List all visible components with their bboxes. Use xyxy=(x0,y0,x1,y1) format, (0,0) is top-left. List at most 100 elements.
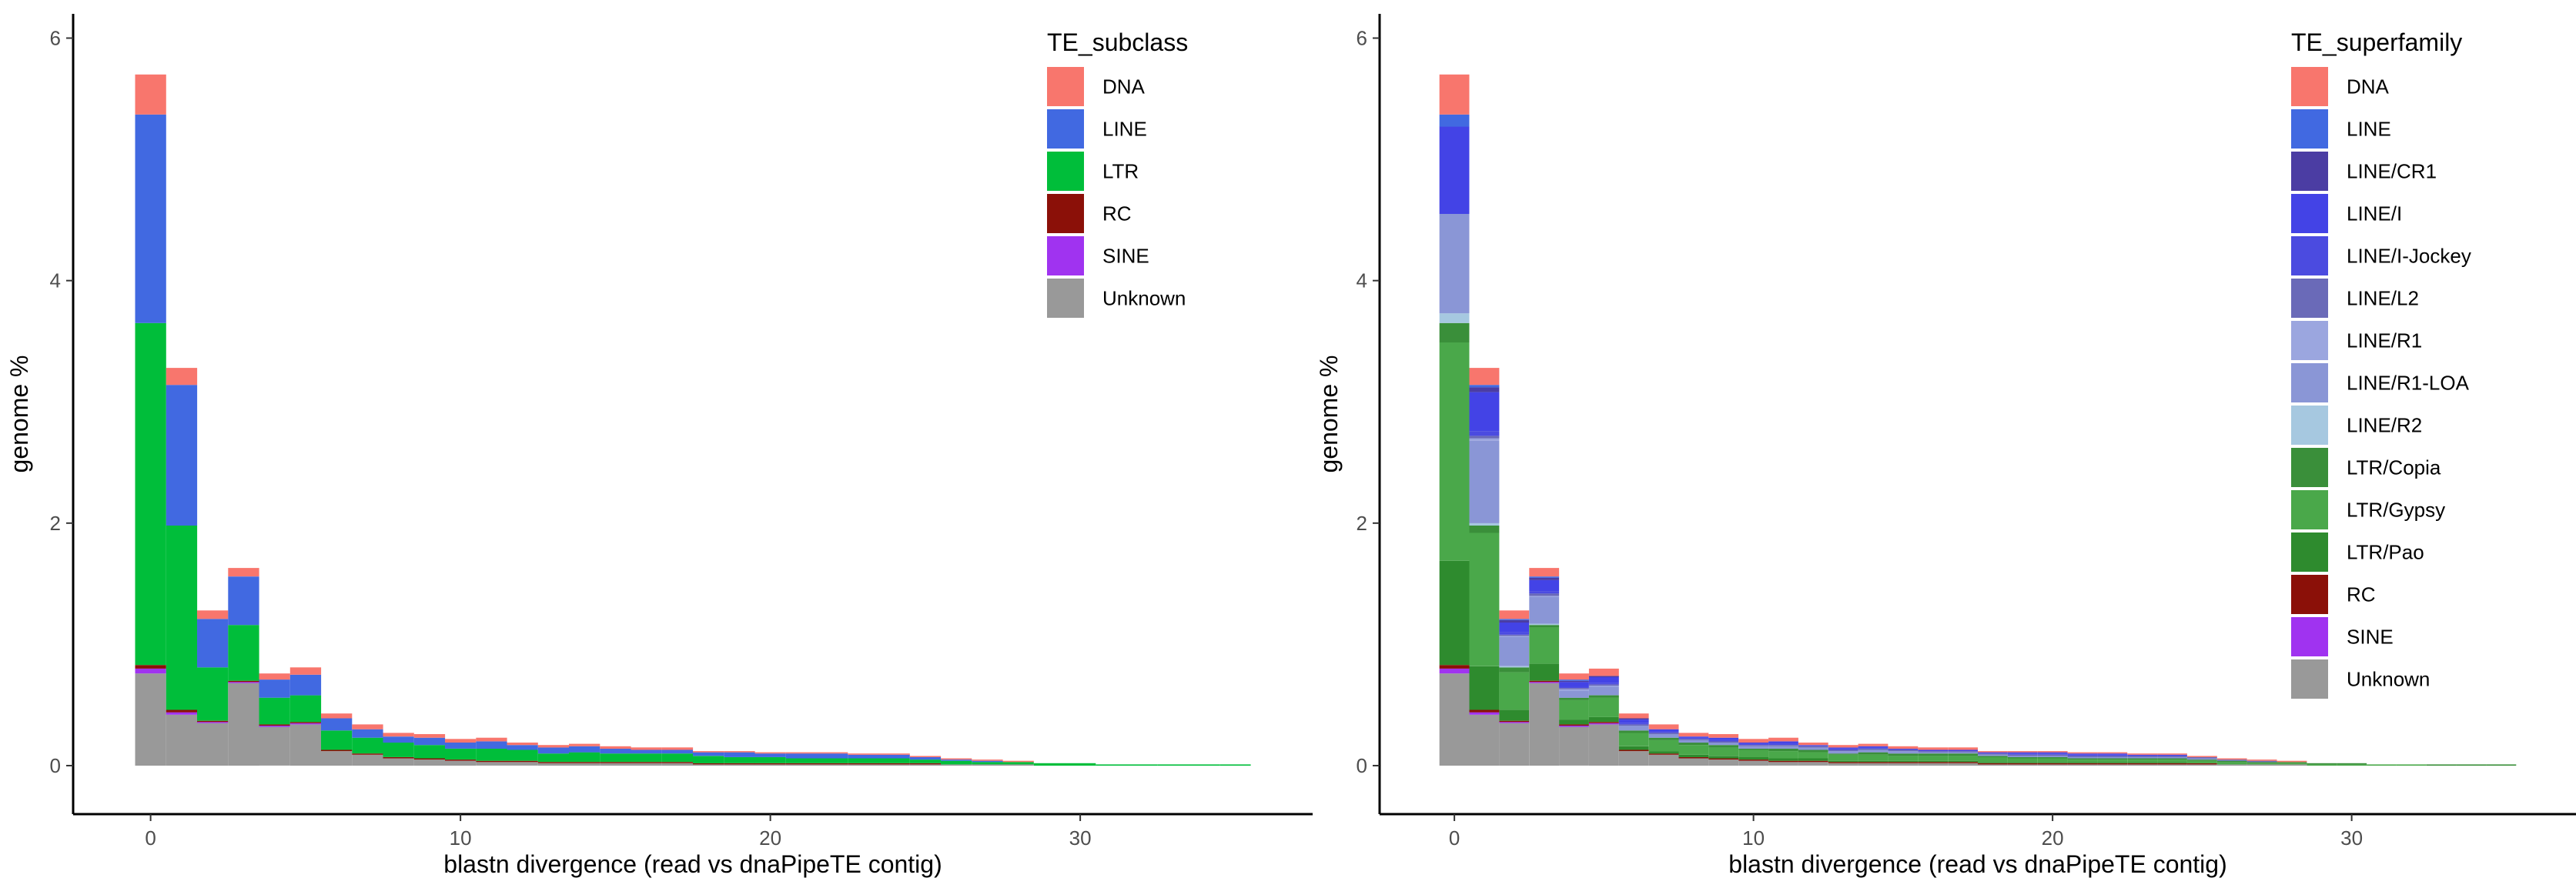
bar-line-bin-19 xyxy=(724,752,755,757)
bar-line-i-bin-19 xyxy=(2007,752,2038,754)
bar-rc-bin-11 xyxy=(476,760,507,763)
legend-key xyxy=(2291,575,2328,614)
bar-ltr-pao-bin-11 xyxy=(1768,758,1798,761)
legend-label: LINE/R2 xyxy=(2347,414,2422,437)
bar-ltr-bin-17 xyxy=(661,753,694,763)
bar-line-l2-bin-2 xyxy=(1499,634,1530,636)
x-tick-label: 30 xyxy=(1069,826,1092,850)
bar-ltr-pao-bin-19 xyxy=(2007,762,2038,763)
bar-line-cr1-bin-2 xyxy=(1499,619,1530,623)
legend-key xyxy=(2291,363,2328,402)
bar-dna-bin-11 xyxy=(476,737,507,742)
bar-line-bin-26 xyxy=(941,759,972,761)
bar-ltr-gypsy-bin-12 xyxy=(1798,752,1828,759)
bar-line-l2-bin-27 xyxy=(2246,760,2277,763)
bar-unknown-bin-20 xyxy=(2037,764,2068,766)
bar-unknown-bin-22 xyxy=(817,764,848,766)
bar-rc-bin-11 xyxy=(1768,760,1798,763)
bar-ltr-copia-bin-20 xyxy=(2037,756,2068,759)
bar-line-l2-bin-9 xyxy=(1708,741,1739,743)
legend-label: LTR/Gypsy xyxy=(2347,499,2445,522)
bar-dna-bin-12 xyxy=(507,743,538,746)
bar-ltr-bin-7 xyxy=(352,737,383,754)
bar-ltr-gypsy-bin-10 xyxy=(1738,749,1769,757)
bar-ltr-copia-bin-9 xyxy=(1708,745,1739,748)
x-tick-label: 20 xyxy=(2042,826,2064,850)
bar-rc-bin-23 xyxy=(848,763,879,765)
bar-ltr-copia-bin-3 xyxy=(1529,625,1560,628)
bar-unknown-bin-13 xyxy=(537,763,570,766)
bar-line-cr1-bin-6 xyxy=(1618,718,1649,720)
bar-line-i-bin-6 xyxy=(1618,719,1649,723)
bar-line-l2-bin-24 xyxy=(2157,756,2187,757)
legend-key xyxy=(2291,67,2328,106)
legend-key xyxy=(2291,617,2328,656)
bar-line-r1-loa-bin-23 xyxy=(2127,756,2158,759)
bar-unknown-bin-26 xyxy=(2216,764,2247,766)
bar-unknown-bin-2 xyxy=(197,723,229,766)
bar-line-bin-7 xyxy=(352,729,383,738)
bar-line-bin-5 xyxy=(289,674,322,696)
bar-line-i-jockey-bin-8 xyxy=(1678,737,1709,739)
bar-ltr-bin-11 xyxy=(476,748,507,761)
bar-ltr-pao-bin-17 xyxy=(1948,760,1978,763)
bar-unknown-bin-4 xyxy=(259,726,290,766)
bar-unknown-bin-27 xyxy=(972,764,1003,766)
bar-line-i-jockey-bin-15 xyxy=(1888,748,1919,750)
bar-rc-bin-16 xyxy=(1918,762,1949,763)
bar-unknown-bin-8 xyxy=(1678,758,1709,766)
bar-line-r1-loa-bin-0 xyxy=(1439,214,1470,314)
bar-ltr-copia-bin-0 xyxy=(1439,322,1470,342)
bar-line-r1-loa-bin-11 xyxy=(1768,746,1798,749)
bar-line-bin-8 xyxy=(383,736,414,743)
bar-ltr-pao-bin-1 xyxy=(1469,666,1500,710)
bar-rc-bin-1 xyxy=(1469,709,1500,713)
bar-line-r2-bin-2 xyxy=(1499,666,1530,668)
bar-rc-bin-12 xyxy=(1798,760,1828,763)
bar-ltr-copia-bin-2 xyxy=(1499,667,1530,673)
bar-rc-bin-2 xyxy=(1499,720,1530,723)
bar-sine-bin-1 xyxy=(166,712,198,715)
bar-rc-bin-10 xyxy=(445,759,477,761)
bar-dna-bin-13 xyxy=(537,745,570,748)
bar-ltr-gypsy-bin-22 xyxy=(2097,759,2128,763)
bar-line-r2-bin-3 xyxy=(1529,623,1560,626)
bar-ltr-bin-33 xyxy=(1157,764,1189,766)
bar-ltr-gypsy-bin-6 xyxy=(1618,733,1649,746)
bar-dna-bin-16 xyxy=(631,747,662,750)
chart-panel-2: 0 2 4 6 0 10 20 30 blastn divergence (read vs dn… xyxy=(1315,14,2576,878)
bar-line-l2-bin-19 xyxy=(2007,754,2038,756)
bar-dna-bin-13 xyxy=(1828,745,1858,748)
bar-rc-bin-21 xyxy=(2067,763,2098,765)
bar-line-i-jockey-bin-9 xyxy=(1708,739,1739,742)
bar-unknown-bin-7 xyxy=(1648,754,1679,766)
bar-ltr-bin-23 xyxy=(848,758,879,763)
bar-rc-bin-19 xyxy=(724,763,755,765)
bar-unknown-bin-3 xyxy=(228,683,259,766)
bar-line-l2-bin-23 xyxy=(2127,756,2158,757)
bar-dna-bin-8 xyxy=(1678,733,1709,737)
bar-line-r1-bin-3 xyxy=(1529,596,1560,597)
bar-unknown-bin-20 xyxy=(754,764,786,766)
bar-dna-bin-20 xyxy=(754,752,786,754)
bar-ltr-gypsy-bin-28 xyxy=(2277,763,2307,765)
x-axis-title: blastn divergence (read vs dnaPipeTE con… xyxy=(1728,850,2226,878)
bar-line-bin-22 xyxy=(817,753,848,759)
bar-dna-bin-2 xyxy=(197,610,229,619)
bar-rc-bin-24 xyxy=(878,763,910,765)
bar-line-i-bin-23 xyxy=(2127,754,2158,756)
bar-line-bin-14 xyxy=(569,746,601,753)
bar-ltr-gypsy-bin-25 xyxy=(2186,760,2217,763)
bar-line-bin-17 xyxy=(661,749,694,754)
legend-label: Unknown xyxy=(1102,287,1186,310)
x-tick-label: 20 xyxy=(759,826,781,850)
bar-unknown-bin-19 xyxy=(724,764,755,766)
bar-ltr-pao-bin-21 xyxy=(2067,762,2098,763)
bar-rc-bin-3 xyxy=(228,680,259,683)
bar-ltr-bin-10 xyxy=(445,748,477,760)
bar-unknown-bin-1 xyxy=(166,714,198,766)
bar-dna-bin-3 xyxy=(228,568,259,577)
bar-unknown-bin-28 xyxy=(2277,764,2307,766)
y-axis-title: genome % xyxy=(1315,356,1343,473)
bars xyxy=(135,74,1251,766)
